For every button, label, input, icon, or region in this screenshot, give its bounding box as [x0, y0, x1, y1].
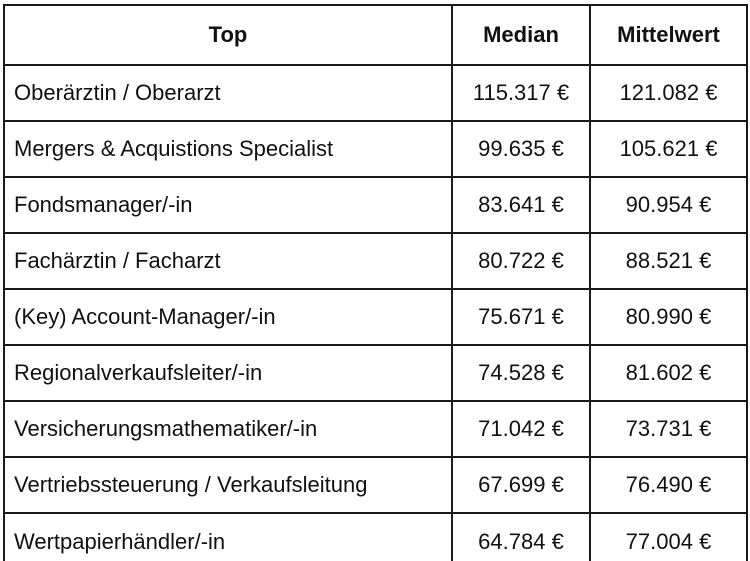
mean-salary: 80.990 € — [589, 288, 748, 346]
median-salary: 115.317 € — [451, 64, 591, 122]
job-title: (Key) Account-Manager/-in — [3, 288, 453, 346]
median-salary: 71.042 € — [451, 400, 591, 458]
header-job: Top — [3, 4, 453, 66]
median-salary: 64.784 € — [451, 512, 591, 561]
job-title: Mergers & Acquistions Specialist — [3, 120, 453, 178]
job-title: Fachärztin / Facharzt — [3, 232, 453, 290]
mean-salary: 77.004 € — [589, 512, 748, 561]
job-title: Fondsmanager/-in — [3, 176, 453, 234]
mean-salary: 81.602 € — [589, 344, 748, 402]
table-row: (Key) Account-Manager/-in 75.671 € 80.99… — [3, 288, 748, 346]
table-row: Versicherungsmathematiker/-in 71.042 € 7… — [3, 400, 748, 458]
median-salary: 80.722 € — [451, 232, 591, 290]
median-salary: 67.699 € — [451, 456, 591, 514]
header-median: Median — [451, 4, 591, 66]
table-row: Fachärztin / Facharzt 80.722 € 88.521 € — [3, 232, 748, 290]
table-row: Vertriebssteuerung / Verkaufsleitung 67.… — [3, 456, 748, 514]
mean-salary: 105.621 € — [589, 120, 748, 178]
mean-salary: 121.082 € — [589, 64, 748, 122]
table-row: Oberärztin / Oberarzt 115.317 € 121.082 … — [3, 64, 748, 122]
table-row: Mergers & Acquistions Specialist 99.635 … — [3, 120, 748, 178]
table-row: Fondsmanager/-in 83.641 € 90.954 € — [3, 176, 748, 234]
job-title: Wertpapierhändler/-in — [3, 512, 453, 561]
mean-salary: 76.490 € — [589, 456, 748, 514]
mean-salary: 88.521 € — [589, 232, 748, 290]
job-title: Oberärztin / Oberarzt — [3, 64, 453, 122]
table-header-row: Top Median Mittelwert — [3, 4, 748, 66]
mean-salary: 90.954 € — [589, 176, 748, 234]
median-salary: 83.641 € — [451, 176, 591, 234]
job-title: Versicherungsmathematiker/-in — [3, 400, 453, 458]
salary-table: Top Median Mittelwert Oberärztin / Obera… — [3, 4, 748, 561]
table-row: Regionalverkaufsleiter/-in 74.528 € 81.6… — [3, 344, 748, 402]
median-salary: 74.528 € — [451, 344, 591, 402]
job-title: Regionalverkaufsleiter/-in — [3, 344, 453, 402]
median-salary: 99.635 € — [451, 120, 591, 178]
median-salary: 75.671 € — [451, 288, 591, 346]
header-mean: Mittelwert — [589, 4, 748, 66]
mean-salary: 73.731 € — [589, 400, 748, 458]
job-title: Vertriebssteuerung / Verkaufsleitung — [3, 456, 453, 514]
table-row: Wertpapierhändler/-in 64.784 € 77.004 € — [3, 512, 748, 561]
